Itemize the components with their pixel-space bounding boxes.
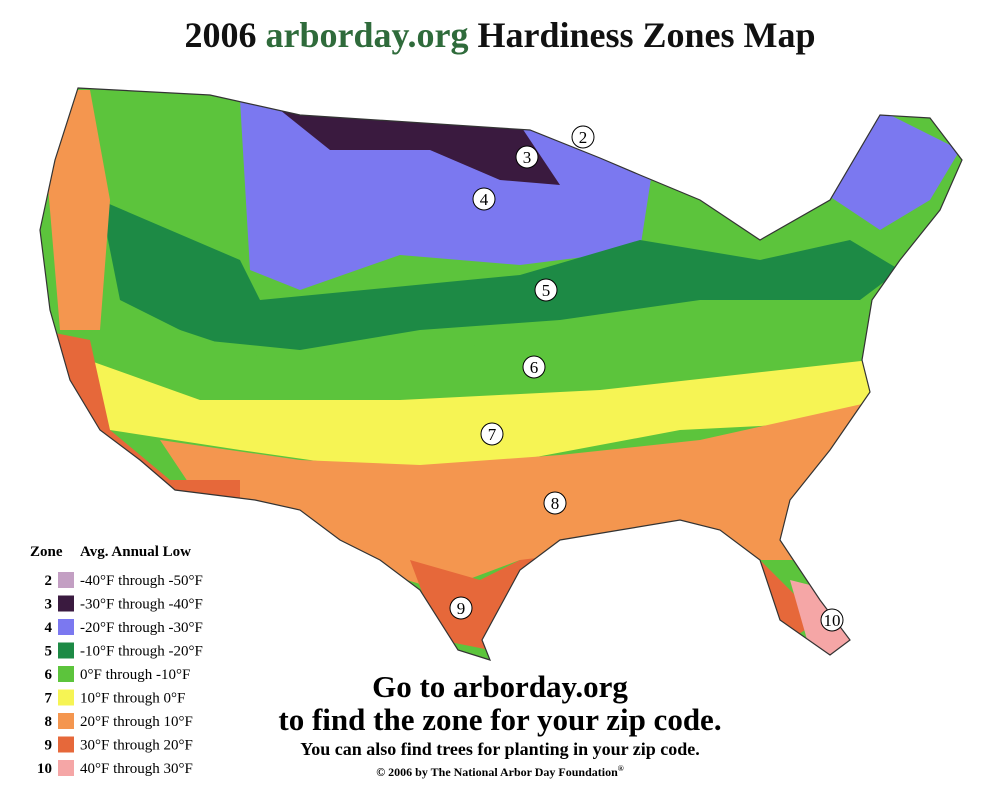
legend-zone: 2 xyxy=(45,573,53,589)
zone-label: 3 xyxy=(523,148,532,167)
registered-mark: ® xyxy=(618,764,624,773)
legend-zone: 7 xyxy=(45,691,53,707)
legend-range: 20°F through 10°F xyxy=(80,714,193,730)
title-site: arborday.org xyxy=(265,15,468,55)
zone-label-circle xyxy=(543,491,567,515)
legend-swatch xyxy=(58,713,74,729)
zone-label: 8 xyxy=(551,494,560,513)
footer-line: Go to arborday.org xyxy=(372,669,628,704)
zone-label-circle xyxy=(472,187,496,211)
zone-label-circle xyxy=(515,145,539,169)
legend-zone: 9 xyxy=(45,738,53,754)
zone-label: 5 xyxy=(542,281,551,300)
copyright: © 2006 by The National Arbor Day Foundat… xyxy=(376,764,624,779)
legend-zone: 5 xyxy=(45,644,53,660)
footer-line: You can also find trees for planting in … xyxy=(300,739,700,759)
legend-header: Avg. Annual Low xyxy=(80,544,191,560)
footer-line: to find the zone for your zip code. xyxy=(278,702,721,737)
legend-swatch xyxy=(58,736,74,753)
legend-swatch xyxy=(58,619,74,635)
legend-range: -40°F through -50°F xyxy=(80,573,203,589)
zone-area xyxy=(280,110,560,185)
legend-zone: 8 xyxy=(45,714,53,730)
zone-label-circle xyxy=(820,608,844,632)
title: 2006 arborday.org Hardiness Zones Map xyxy=(184,15,815,55)
title-rest: Hardiness Zones Map xyxy=(477,15,815,55)
zone-area xyxy=(820,110,960,230)
legend-swatch xyxy=(58,642,74,659)
legend-swatch xyxy=(58,666,74,682)
legend-range: -20°F through -30°F xyxy=(80,620,203,636)
zone-label-circle xyxy=(534,278,558,302)
legend: Zone Avg. Annual Low 2 -40°F through -50°… xyxy=(30,544,203,777)
us-outline xyxy=(39,87,963,661)
zone-label: 6 xyxy=(530,358,539,377)
copyright-text: © 2006 by The National Arbor Day Foundat… xyxy=(376,765,618,779)
zone-label: 10 xyxy=(824,611,841,630)
legend-header: Zone xyxy=(30,544,63,560)
legend-range: 30°F through 20°F xyxy=(80,738,193,754)
zone-label-circle xyxy=(480,422,504,446)
legend-range: -10°F through -20°F xyxy=(80,644,203,660)
zone-area xyxy=(100,200,900,350)
zone-label: 4 xyxy=(480,190,489,209)
legend-swatch xyxy=(58,572,74,588)
map-labels: 2 3 4 5 6 7 8 9 10 xyxy=(449,125,844,632)
zone-label: 9 xyxy=(457,599,466,618)
zone-label-circle xyxy=(571,125,595,149)
zone-label: 2 xyxy=(579,128,588,147)
zone-label: 7 xyxy=(488,425,497,444)
legend-range: 10°F through 0°F xyxy=(80,691,185,707)
legend-zone: 10 xyxy=(37,761,52,777)
title-year: 2006 xyxy=(184,15,256,55)
legend-zone: 6 xyxy=(45,667,53,683)
legend-swatch xyxy=(58,595,74,612)
zone-area xyxy=(60,350,880,470)
legend-zone: 4 xyxy=(45,620,53,636)
zone-area xyxy=(40,330,240,520)
legend-range: 0°F through -10°F xyxy=(80,667,190,683)
zone-label-circle xyxy=(522,355,546,379)
legend-zone: 3 xyxy=(45,597,53,613)
zone-label-circle xyxy=(449,596,473,620)
legend-range: 40°F through 30°F xyxy=(80,761,193,777)
legend-range: -30°F through -40°F xyxy=(80,597,203,613)
legend-swatch xyxy=(58,760,74,776)
legend-swatch xyxy=(58,689,74,706)
